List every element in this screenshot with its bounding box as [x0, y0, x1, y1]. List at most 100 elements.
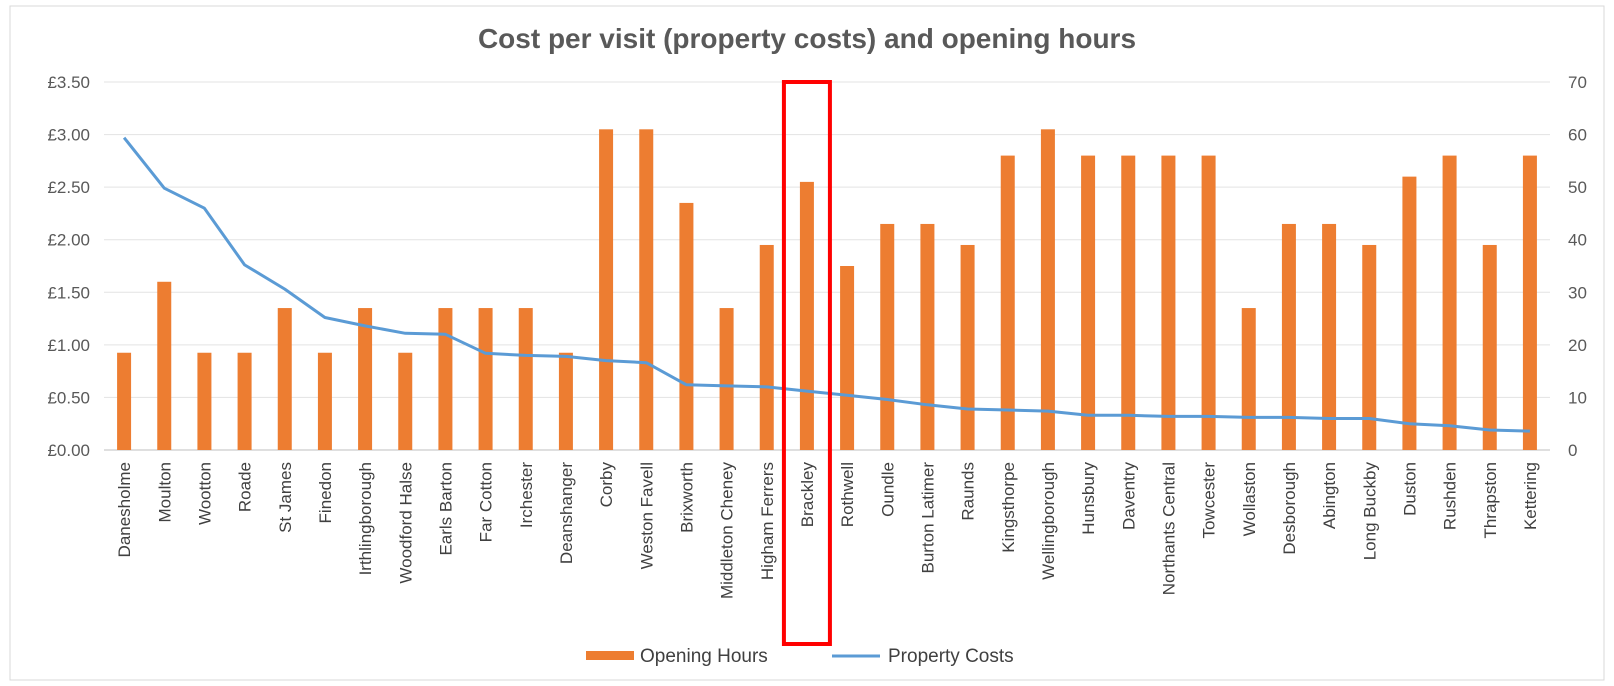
- bar-finedon: [317, 352, 332, 450]
- right-tick-label: 0: [1568, 441, 1577, 460]
- category-label: Irchester: [517, 462, 536, 528]
- category-label: Deanshanger: [557, 462, 576, 564]
- legend-swatch-opening-hours: [586, 651, 634, 660]
- bar-thrapston: [1482, 244, 1497, 450]
- bar-rothwell: [840, 266, 855, 450]
- category-label: Middleton Cheney: [718, 462, 737, 600]
- category-label: Finedon: [316, 462, 335, 523]
- bar-raunds: [960, 244, 975, 450]
- category-label: Irthlingborough: [356, 462, 375, 575]
- category-label: Kettering: [1521, 462, 1540, 530]
- right-tick-label: 40: [1568, 231, 1587, 250]
- bar-desborough: [1281, 223, 1296, 450]
- category-label: Thrapston: [1481, 462, 1500, 539]
- bar-earls-barton: [438, 308, 453, 450]
- category-label: Weston Favell: [637, 462, 656, 569]
- bar-far-cotton: [478, 308, 493, 450]
- right-tick-label: 70: [1568, 73, 1587, 92]
- category-label: Rothwell: [838, 462, 857, 527]
- category-label: Earls Barton: [436, 462, 455, 556]
- bar-kingsthorpe: [1000, 155, 1015, 450]
- bar-moulton: [157, 281, 172, 450]
- category-label: Kingsthorpe: [999, 462, 1018, 553]
- right-tick-label: 10: [1568, 388, 1587, 407]
- bar-higham-ferrers: [759, 244, 774, 450]
- bar-oundle: [880, 223, 895, 450]
- category-label: Brixworth: [677, 462, 696, 533]
- bar-rushden: [1442, 155, 1457, 450]
- category-label: Far Cotton: [477, 462, 496, 542]
- category-label: Oundle: [878, 462, 897, 517]
- left-tick-label: £0.00: [47, 441, 90, 460]
- property-costs-line: [122, 136, 1530, 433]
- bar-towcester: [1201, 155, 1216, 450]
- chart-title: Cost per visit (property costs) and open…: [478, 23, 1136, 54]
- category-label: Corby: [597, 462, 616, 508]
- right-tick-label: 50: [1568, 178, 1587, 197]
- bar-duston: [1402, 176, 1417, 450]
- property-costs-series-line: [122, 136, 1530, 433]
- category-label: Wellingborough: [1039, 462, 1058, 580]
- category-label: Woodford Halse: [396, 462, 415, 584]
- left-tick-label: £3.00: [47, 126, 90, 145]
- category-labels: Danesholme Moulton Wootton Roade St James Fin…: [115, 462, 1540, 600]
- bar-wootton: [197, 352, 212, 450]
- left-tick-label: £0.50: [47, 388, 90, 407]
- category-label: St James: [276, 462, 295, 533]
- bar-st-james: [277, 308, 292, 450]
- bar-irchester: [518, 308, 533, 450]
- category-label: Towcester: [1200, 462, 1219, 539]
- legend: Opening Hours Property Costs: [586, 646, 1014, 667]
- right-tick-label: 60: [1568, 126, 1587, 145]
- bar-long-buckby: [1362, 244, 1377, 450]
- bar-corby: [599, 129, 614, 451]
- bar-roade: [237, 352, 252, 450]
- bar-abington: [1322, 223, 1337, 450]
- category-label: Wollaston: [1240, 462, 1259, 536]
- legend-label-property-costs: Property Costs: [888, 646, 1014, 667]
- bar-brixworth: [679, 202, 694, 450]
- bar-woodford-halse: [398, 352, 413, 450]
- left-tick-label: £2.50: [47, 178, 90, 197]
- left-axis-ticks: £0.00 £0.50 £1.00 £1.50 £2.00 £2.50 £3.00 £3.50: [47, 73, 90, 460]
- bar-daventry: [1121, 155, 1136, 450]
- category-label: Wootton: [195, 462, 214, 525]
- left-tick-label: £2.00: [47, 231, 90, 250]
- bar-wollaston: [1241, 308, 1256, 450]
- gridlines: [104, 81, 1550, 451]
- category-label: Rushden: [1441, 462, 1460, 530]
- right-tick-label: 20: [1568, 336, 1587, 355]
- category-label: Northants Central: [1159, 462, 1178, 595]
- left-tick-label: £3.50: [47, 73, 90, 92]
- bar-middleton-cheney: [719, 308, 734, 450]
- opening-hours-bars: [117, 129, 1537, 451]
- category-label: Danesholme: [115, 462, 134, 557]
- left-tick-label: £1.00: [47, 336, 90, 355]
- bar-brackley: [799, 181, 814, 450]
- category-label: Higham Ferrers: [758, 462, 777, 580]
- category-label: Raunds: [959, 462, 978, 521]
- bar-danesholme: [117, 352, 132, 450]
- left-tick-label: £1.50: [47, 283, 90, 302]
- bar-northants-central: [1161, 155, 1176, 450]
- category-label: Long Buckby: [1360, 462, 1379, 561]
- right-axis-ticks: 0 10 20 30 40 50 60 70: [1568, 73, 1587, 460]
- category-label: Roade: [236, 462, 255, 512]
- bar-deanshanger: [558, 352, 573, 450]
- category-label: Desborough: [1280, 462, 1299, 555]
- highlight-box: [781, 80, 832, 646]
- legend-label-opening-hours: Opening Hours: [640, 646, 768, 667]
- bar-irthlingborough: [358, 308, 373, 450]
- bar-weston-favell: [639, 129, 654, 451]
- category-label: Daventry: [1119, 462, 1138, 531]
- category-label: Abington: [1320, 462, 1339, 529]
- bar-kettering: [1522, 155, 1537, 450]
- category-label: Duston: [1400, 462, 1419, 516]
- category-label: Burton Latimer: [918, 462, 937, 574]
- category-label: Moulton: [155, 462, 174, 522]
- bar-wellingborough: [1040, 129, 1055, 451]
- bar-burton-latimer: [920, 223, 935, 450]
- highlight-box-group: [781, 80, 832, 646]
